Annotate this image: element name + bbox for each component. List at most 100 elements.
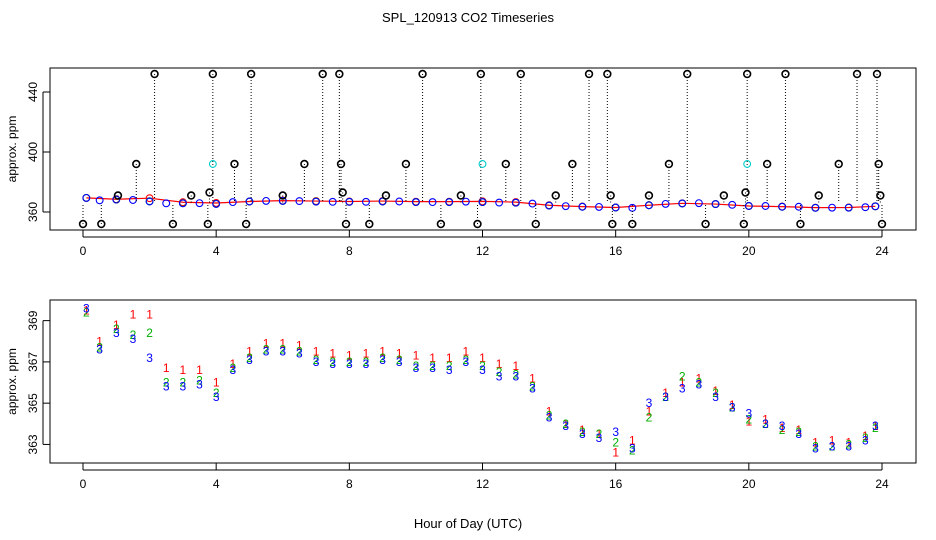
- data-point: 3: [446, 363, 453, 377]
- data-point: [578, 202, 587, 211]
- y-tick-label: 365: [26, 393, 40, 413]
- x-tick-label: 20: [742, 244, 756, 258]
- data-point: [762, 159, 772, 169]
- data-point: 1: [296, 338, 303, 352]
- data-point: 1: [712, 384, 719, 398]
- data-point: 3: [379, 353, 386, 367]
- data-point: 3: [496, 369, 503, 383]
- data-point: 1: [463, 345, 470, 359]
- data-point: [335, 69, 344, 79]
- data-point: [874, 159, 883, 169]
- data-point: 3: [180, 380, 187, 394]
- series-1-line: [86, 197, 876, 209]
- data-point: 1: [679, 376, 686, 390]
- data-point: [719, 191, 729, 200]
- data-point: [568, 159, 577, 169]
- data-point: 1: [829, 433, 836, 447]
- data-point: 2: [712, 386, 719, 400]
- x-tick-label: 24: [875, 477, 889, 491]
- data-point: [794, 202, 803, 211]
- data-point: [545, 201, 554, 210]
- y-tick-label: 440: [26, 82, 40, 102]
- data-point: 2: [872, 421, 879, 435]
- data-point: [195, 199, 204, 208]
- data-point: 1: [413, 349, 420, 363]
- data-point: [145, 197, 154, 206]
- data-point: 3: [779, 419, 786, 433]
- data-point: 1: [246, 345, 253, 359]
- data-point: 1: [512, 359, 519, 373]
- data-point: 2: [263, 343, 270, 357]
- data-point: 3: [679, 382, 686, 396]
- data-point: 3: [579, 427, 586, 441]
- data-point: 2: [313, 353, 320, 367]
- data-point: [844, 203, 853, 212]
- data-point: 2: [246, 351, 253, 365]
- data-point: 2: [546, 409, 553, 423]
- data-point: [728, 200, 737, 209]
- data-point: [781, 69, 790, 79]
- data-point: [246, 69, 256, 79]
- data-point: [694, 199, 703, 208]
- data-point: [876, 191, 885, 200]
- data-point: 3: [396, 355, 403, 369]
- data-point: [82, 193, 91, 202]
- data-point: 1: [229, 357, 236, 371]
- data-point: 1: [346, 349, 353, 363]
- data-point: [205, 188, 214, 197]
- x-tick-label: 8: [346, 244, 353, 258]
- data-point: [278, 191, 287, 200]
- data-point: 3: [795, 427, 802, 441]
- data-point: [551, 191, 560, 200]
- data-point: 3: [562, 419, 569, 433]
- data-point: 1: [745, 415, 752, 429]
- data-point: [395, 197, 404, 206]
- data-point: 3: [546, 411, 553, 425]
- data-point: [186, 191, 196, 200]
- data-point: [603, 69, 612, 79]
- data-point: 1: [279, 336, 286, 350]
- data-point: 2: [662, 390, 669, 404]
- data-point: 2: [213, 386, 220, 400]
- data-point: [241, 219, 251, 229]
- data-point: 1: [546, 404, 553, 418]
- data-point: [742, 69, 752, 79]
- data-point: 2: [829, 439, 836, 453]
- data-point: [162, 199, 171, 208]
- data-point: 1: [812, 435, 819, 449]
- data-point: [796, 219, 805, 229]
- data-point: 3: [829, 439, 836, 453]
- data-point: 3: [479, 363, 486, 377]
- data-point: [362, 197, 370, 206]
- data-point: [478, 198, 487, 207]
- series-outlier: [78, 69, 887, 229]
- data-point: 1: [629, 433, 636, 447]
- data-point: 3: [696, 378, 703, 392]
- series-1: [82, 193, 880, 212]
- data-point: 1: [446, 351, 453, 365]
- data-point: 3: [313, 355, 320, 369]
- data-point: 3: [429, 361, 436, 375]
- data-point: 3: [463, 355, 470, 369]
- data-point: [711, 200, 720, 209]
- data-point: 3: [246, 353, 253, 367]
- data-point: 3: [113, 326, 120, 340]
- data-point: [611, 203, 620, 212]
- data-point: 2: [779, 423, 786, 437]
- data-point: [228, 198, 237, 207]
- data-point: 2: [113, 322, 120, 336]
- data-point: 1: [612, 446, 619, 460]
- data-point: 2: [279, 343, 286, 357]
- data-point: [456, 191, 466, 200]
- data-point: 3: [512, 369, 519, 383]
- data-point: [245, 197, 254, 206]
- data-point: [739, 219, 749, 229]
- data-point: 3: [83, 301, 90, 315]
- data-point: 2: [296, 345, 303, 359]
- data-point: [744, 202, 753, 210]
- data-point: [811, 203, 820, 212]
- data-point: [478, 160, 487, 168]
- data-point: 1: [363, 347, 370, 361]
